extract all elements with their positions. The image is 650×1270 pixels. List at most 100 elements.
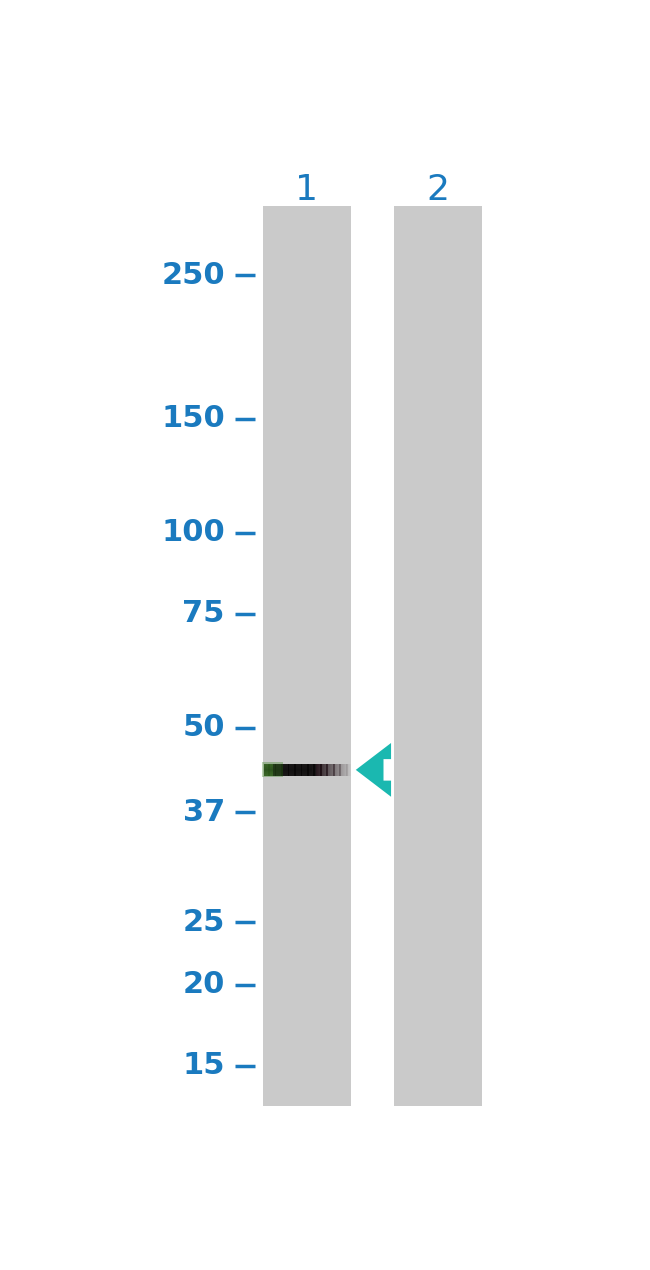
Bar [317, 763, 318, 776]
Bar [320, 763, 322, 776]
Bar [290, 763, 291, 776]
Bar [333, 763, 335, 776]
Bar [279, 763, 280, 776]
Bar [321, 763, 322, 776]
Bar [311, 763, 312, 776]
Bar [326, 763, 327, 776]
Bar [302, 763, 304, 776]
Bar [292, 763, 293, 776]
Bar [393, 206, 482, 1106]
Bar [335, 763, 336, 776]
Bar [277, 763, 278, 776]
Bar [284, 763, 285, 776]
Text: 37: 37 [183, 798, 225, 827]
Bar [316, 763, 317, 776]
Bar [291, 763, 292, 776]
Bar [350, 763, 351, 776]
Bar [268, 763, 270, 776]
Text: 250: 250 [161, 260, 225, 290]
Bar [336, 763, 337, 776]
Bar [306, 763, 307, 776]
Bar [263, 206, 351, 1106]
Bar [271, 763, 272, 776]
Bar [274, 763, 275, 776]
Bar [312, 763, 313, 776]
Bar [346, 763, 348, 776]
Bar [318, 763, 319, 776]
Text: 150: 150 [161, 404, 225, 433]
Bar [304, 763, 305, 776]
Bar [344, 763, 346, 776]
Bar [339, 763, 340, 776]
Bar [308, 763, 309, 776]
Bar [334, 763, 335, 776]
Bar [322, 763, 323, 776]
Text: 75: 75 [183, 599, 225, 629]
Bar [280, 763, 281, 776]
Bar [342, 763, 343, 776]
Bar [323, 763, 324, 776]
Bar [274, 763, 276, 776]
Bar [318, 763, 320, 776]
Bar [307, 763, 309, 776]
Bar [310, 763, 311, 776]
Bar [287, 763, 288, 776]
Text: 2: 2 [426, 173, 449, 207]
Bar [339, 763, 341, 776]
Bar [270, 763, 271, 776]
Bar [300, 763, 301, 776]
Text: 15: 15 [182, 1052, 225, 1081]
Bar [300, 763, 302, 776]
FancyArrow shape [356, 743, 391, 796]
Bar [299, 763, 300, 776]
Bar [286, 763, 287, 776]
Bar [337, 763, 338, 776]
Bar [292, 763, 294, 776]
Bar [329, 763, 330, 776]
Bar [305, 763, 306, 776]
Bar [313, 763, 315, 776]
Bar [315, 763, 317, 776]
Bar [344, 763, 345, 776]
Bar [282, 763, 283, 776]
Bar [296, 763, 297, 776]
Bar [349, 763, 350, 776]
Text: 25: 25 [183, 908, 225, 937]
Bar [297, 763, 298, 776]
Bar [326, 763, 328, 776]
Text: 1: 1 [295, 173, 318, 207]
Bar [338, 763, 339, 776]
Bar [265, 763, 266, 776]
Bar [295, 763, 296, 776]
Bar [273, 763, 274, 776]
Bar [289, 763, 291, 776]
Bar [313, 763, 314, 776]
Bar [272, 763, 273, 776]
Bar [281, 763, 283, 776]
Bar [328, 763, 330, 776]
Bar [343, 763, 344, 776]
Bar [261, 762, 283, 777]
Bar [264, 763, 265, 776]
Text: 20: 20 [183, 970, 225, 999]
Bar [325, 763, 326, 776]
Text: 50: 50 [182, 712, 225, 742]
Bar [287, 763, 289, 776]
Bar [278, 763, 279, 776]
Bar [294, 763, 296, 776]
Bar [348, 763, 349, 776]
Bar [283, 763, 284, 776]
Bar [324, 763, 325, 776]
Bar [303, 763, 304, 776]
Bar [341, 763, 343, 776]
Bar [332, 763, 333, 776]
Bar [266, 763, 268, 776]
Bar [276, 763, 278, 776]
Bar [347, 763, 348, 776]
Text: 100: 100 [161, 518, 225, 547]
Bar [298, 763, 299, 776]
Bar [331, 763, 332, 776]
Bar [266, 763, 267, 776]
Bar [269, 763, 270, 776]
Bar [285, 763, 286, 776]
